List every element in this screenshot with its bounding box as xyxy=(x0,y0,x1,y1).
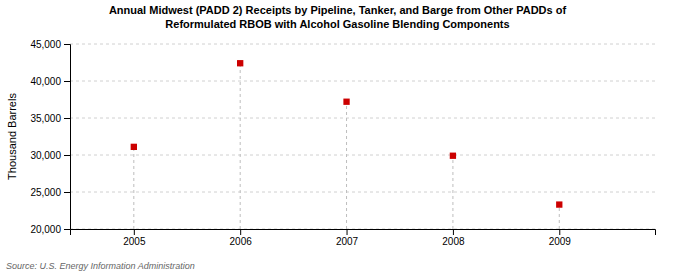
grid-line xyxy=(70,44,655,45)
tick-label: 2006 xyxy=(230,236,253,247)
grid-line xyxy=(70,192,655,193)
tick: 2008 xyxy=(442,229,465,247)
drop-line xyxy=(346,102,347,229)
tick-mark xyxy=(347,229,348,235)
title-line: Annual Midwest (PADD 2) Receipts by Pipe… xyxy=(109,4,567,16)
tick-mark xyxy=(64,229,70,230)
tick-label: 2005 xyxy=(123,236,146,247)
drop-line xyxy=(559,205,560,229)
tick: 2007 xyxy=(336,229,359,247)
axis-line xyxy=(64,45,71,230)
tick-label: 35,000 xyxy=(30,113,61,124)
tick-mark xyxy=(64,155,70,156)
title-line: Reformulated RBOB with Alcohol Gasoline … xyxy=(165,18,509,30)
point xyxy=(450,153,456,159)
grid-line xyxy=(70,155,655,156)
tick-mark xyxy=(453,229,454,235)
grid-line xyxy=(70,81,655,82)
tick: 20,000 xyxy=(30,224,70,235)
tick: 2005 xyxy=(123,229,146,247)
source: Source: U.S. Energy Information Administ… xyxy=(6,261,195,271)
plot: 2005 2006 2007 2008 2009 20,000 25,000 30,000 35… xyxy=(30,39,655,247)
tick-mark xyxy=(64,81,70,82)
point xyxy=(556,201,562,207)
tick: 45,000 xyxy=(30,39,70,50)
chart: Annual Midwest (PADD 2) Receipts by Pipe… xyxy=(0,0,675,275)
y-axis-label: Thousand Barrels xyxy=(6,93,18,180)
tick-mark xyxy=(64,192,70,193)
tick-mark xyxy=(240,229,241,235)
drop-line xyxy=(240,63,241,229)
title: Annual Midwest (PADD 2) Receipts by Pipe… xyxy=(109,4,567,30)
grid xyxy=(70,44,655,229)
tick-label: 2008 xyxy=(442,236,465,247)
tick: 2006 xyxy=(230,229,253,247)
axis-line xyxy=(71,230,656,236)
tick: 2009 xyxy=(549,229,572,247)
tick-label: 40,000 xyxy=(30,76,61,87)
drop-line xyxy=(133,147,134,229)
grid-line xyxy=(70,118,655,119)
tick-label: 25,000 xyxy=(30,187,61,198)
drop-line xyxy=(452,156,453,229)
tick-label: 45,000 xyxy=(30,39,61,50)
tick-label: 30,000 xyxy=(30,150,61,161)
point xyxy=(343,99,349,105)
tick: 30,000 xyxy=(30,150,70,161)
y-axis: 20,000 25,000 30,000 35,000 40,000 45,000 xyxy=(30,39,70,235)
tick-label: 2009 xyxy=(549,236,572,247)
tick: 35,000 xyxy=(30,113,70,124)
tick-mark xyxy=(559,229,560,235)
tick-mark xyxy=(134,229,135,235)
point xyxy=(131,144,137,150)
tick: 40,000 xyxy=(30,76,70,87)
point xyxy=(237,60,243,66)
marks xyxy=(131,60,563,229)
tick-label: 2007 xyxy=(336,236,359,247)
x-axis: 2005 2006 2007 2008 2009 xyxy=(71,229,656,247)
tick: 25,000 xyxy=(30,187,70,198)
tick-label: 20,000 xyxy=(30,224,61,235)
tick-mark xyxy=(64,44,70,45)
tick-mark xyxy=(64,118,70,119)
